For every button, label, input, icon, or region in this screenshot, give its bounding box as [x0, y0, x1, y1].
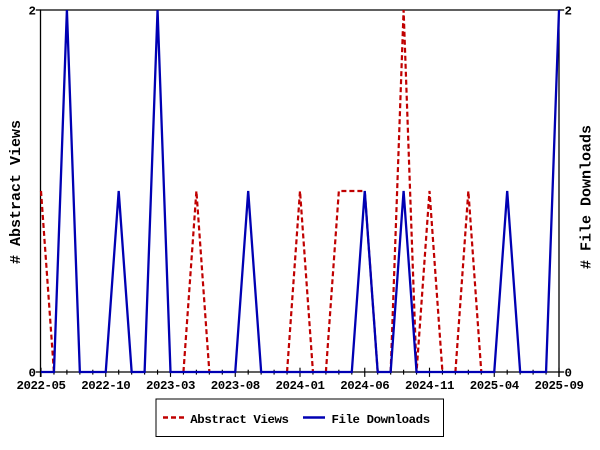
svg-text:Abstract Views: Abstract Views [190, 413, 288, 427]
svg-text:File Downloads: File Downloads [332, 413, 430, 427]
svg-text:2025-09: 2025-09 [534, 379, 583, 393]
svg-text:2024-06: 2024-06 [340, 379, 389, 393]
svg-text:# Abstract Views: # Abstract Views [8, 120, 25, 264]
svg-text:2022-10: 2022-10 [81, 379, 130, 393]
svg-text:2025-04: 2025-04 [470, 379, 520, 393]
svg-text:2: 2 [565, 4, 572, 18]
svg-text:# File Downloads: # File Downloads [578, 125, 595, 269]
svg-text:0: 0 [28, 366, 35, 380]
svg-text:2024-11: 2024-11 [405, 379, 454, 393]
svg-text:2022-05: 2022-05 [16, 379, 65, 393]
svg-text:2: 2 [28, 4, 35, 18]
svg-text:2024-01: 2024-01 [275, 379, 324, 393]
svg-text:2023-08: 2023-08 [211, 379, 260, 393]
svg-text:0: 0 [565, 366, 572, 380]
svg-text:2023-03: 2023-03 [146, 379, 195, 393]
